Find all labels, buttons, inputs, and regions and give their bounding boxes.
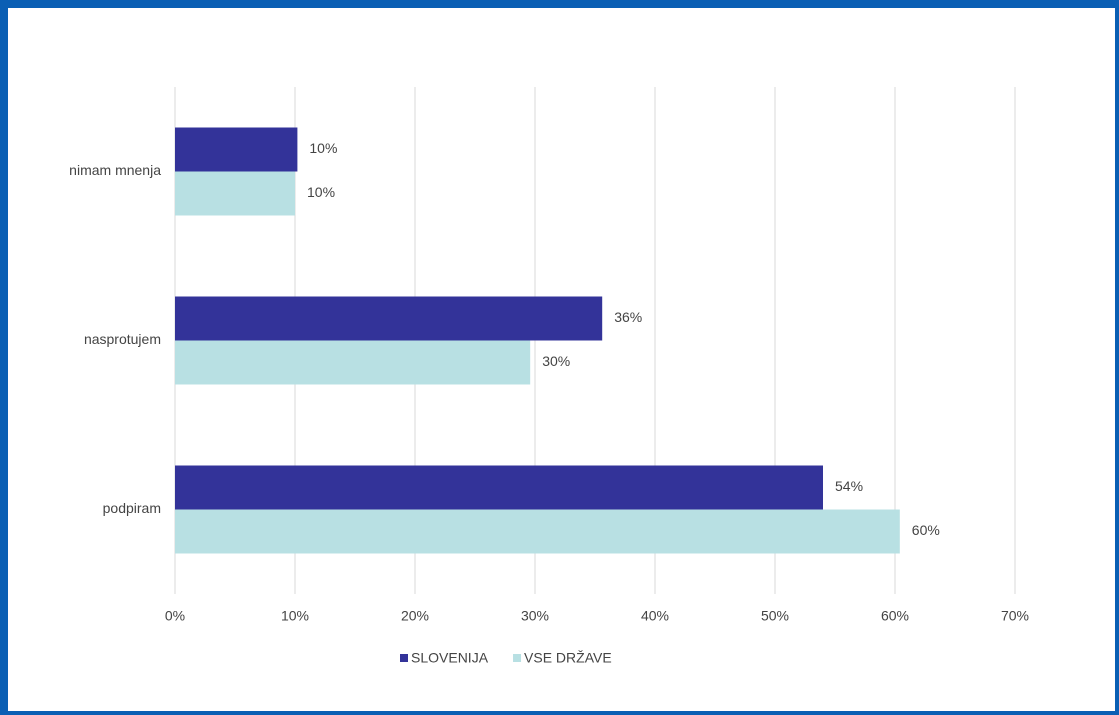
y-tick-label: podpiram	[103, 500, 161, 516]
x-tick-label: 10%	[281, 608, 309, 624]
x-tick-label: 30%	[521, 608, 549, 624]
bar	[175, 465, 823, 510]
x-tick-label: 40%	[641, 608, 669, 624]
y-tick-label: nimam mnenja	[69, 162, 161, 178]
bar	[175, 509, 900, 554]
bar	[175, 340, 531, 385]
data-label: 60%	[912, 522, 940, 538]
bar	[175, 127, 298, 172]
x-tick-label: 0%	[165, 608, 185, 624]
bar	[175, 296, 603, 341]
x-tick-label: 50%	[761, 608, 789, 624]
legend-label: VSE DRŽAVE	[524, 650, 612, 666]
bar	[175, 171, 295, 216]
data-label: 10%	[307, 184, 335, 200]
legend-swatch	[400, 654, 408, 662]
data-label: 54%	[835, 478, 863, 494]
data-label: 36%	[614, 309, 642, 325]
data-label: 30%	[542, 353, 570, 369]
x-tick-label: 20%	[401, 608, 429, 624]
y-tick-label: nasprotujem	[84, 331, 161, 347]
x-tick-label: 60%	[881, 608, 909, 624]
x-tick-label: 70%	[1001, 608, 1029, 624]
legend-swatch	[513, 654, 522, 662]
legend-label: SLOVENIJA	[411, 650, 489, 666]
data-label: 10%	[309, 140, 337, 156]
